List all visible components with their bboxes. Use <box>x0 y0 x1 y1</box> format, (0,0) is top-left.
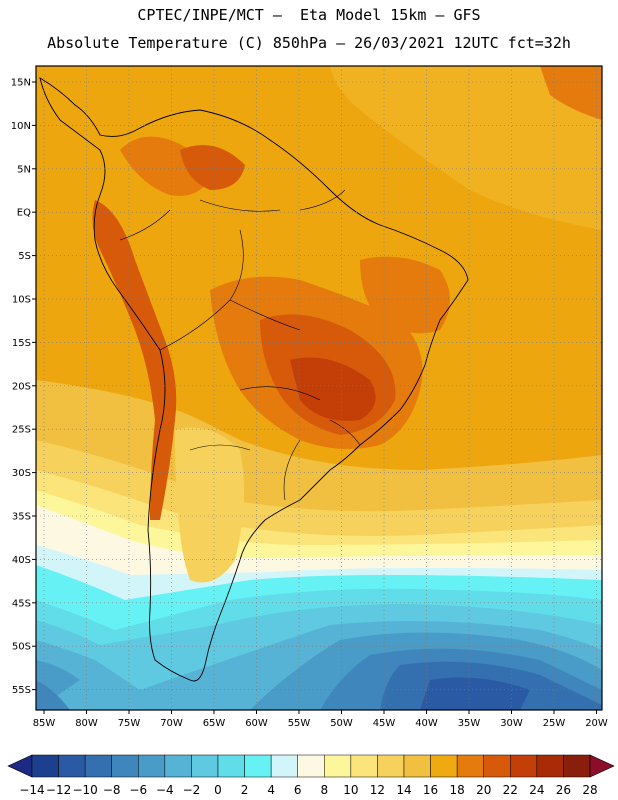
colorbar-bin <box>164 754 192 778</box>
colorbar-bin <box>536 754 564 778</box>
lon-label: 65W <box>203 718 226 729</box>
lon-label: 80W <box>75 718 98 729</box>
colorbar-label: −6 <box>129 783 147 797</box>
colorbar-label: −2 <box>183 783 201 797</box>
colorbar-bin <box>403 754 431 778</box>
lat-label: 10S <box>12 295 31 306</box>
lat-label: 40S <box>12 555 31 566</box>
colorbar-label: −10 <box>72 783 97 797</box>
colorbar-label: 6 <box>294 783 302 797</box>
colorbar-bin <box>510 754 538 778</box>
colorbar-label: 26 <box>556 783 571 797</box>
colorbar-label: 18 <box>450 783 465 797</box>
lon-label: 60W <box>245 718 268 729</box>
longitude-labels: 85W 80W 75W 70W 65W 60W 55W 50W 45W 40W 35W 30W 25W 2… <box>33 710 608 729</box>
colorbar-label: −4 <box>156 783 174 797</box>
lat-label: 30S <box>12 468 31 479</box>
lon-label: 85W <box>33 718 56 729</box>
colorbar-label: 28 <box>582 783 597 797</box>
lon-label: 75W <box>118 718 141 729</box>
lat-label: 15S <box>12 338 31 349</box>
colorbar-bin <box>297 754 325 778</box>
colorbar-bin <box>31 754 59 778</box>
map-title-line1: CPTEC/INPE/MCT – Eta Model 15km – GFS <box>137 6 481 24</box>
colorbar-bin <box>58 754 86 778</box>
lon-label: 30W <box>500 718 523 729</box>
colorbar-label: 16 <box>423 783 438 797</box>
lon-label: 45W <box>373 718 396 729</box>
lon-label: 35W <box>458 718 481 729</box>
colorbar-bin <box>456 754 484 778</box>
colorbar-label: −12 <box>46 783 71 797</box>
lat-label: EQ <box>17 208 31 219</box>
colorbar-bin <box>270 754 298 778</box>
coastline <box>39 77 469 682</box>
map-title-line2: Absolute Temperature (C) 850hPa – 26/03/… <box>47 34 571 52</box>
latitude-labels: 15N 10N 5N EQ 5S 10S 15S 20S 25S 30S 35S 40S 45S 50S 5… <box>11 78 36 696</box>
colorbar-label: 4 <box>267 783 275 797</box>
colorbar-label: 0 <box>214 783 222 797</box>
colorbar-bin <box>430 754 458 778</box>
colorbar-label: 14 <box>396 783 411 797</box>
colorbar-label: 8 <box>320 783 328 797</box>
colorbar-bin <box>377 754 405 778</box>
temperature-field <box>36 66 602 710</box>
colorbar-label: 12 <box>370 783 385 797</box>
colorbar-bin <box>111 754 139 778</box>
lat-label: 55S <box>12 685 31 696</box>
lat-label: 10N <box>11 121 31 132</box>
colorbar-under-arrow <box>7 754 33 778</box>
colorbar-label: 10 <box>343 783 358 797</box>
colorbar-label: −14 <box>19 783 44 797</box>
colorbar-bin <box>483 754 511 778</box>
colorbar-label: 2 <box>241 783 249 797</box>
lat-label: 35S <box>12 512 31 523</box>
colorbar-bin <box>350 754 378 778</box>
colorbar-label: 24 <box>529 783 544 797</box>
lat-label: 25S <box>12 425 31 436</box>
colorbar-bin <box>244 754 272 778</box>
colorbar-bin <box>138 754 166 778</box>
colorbar-bin <box>563 754 591 778</box>
lon-label: 40W <box>415 718 438 729</box>
lat-label: 15N <box>11 78 31 89</box>
colorbar-label: 22 <box>503 783 518 797</box>
lon-label: 25W <box>543 718 566 729</box>
map-frame <box>35 65 603 711</box>
colorbar-over-arrow <box>589 754 615 778</box>
colorbar-bin <box>324 754 352 778</box>
graticule <box>36 66 602 710</box>
colorbar-label: −8 <box>103 783 121 797</box>
colorbar-bin <box>84 754 112 778</box>
lon-label: 55W <box>288 718 311 729</box>
lat-label: 45S <box>12 598 31 609</box>
lon-label: 50W <box>330 718 353 729</box>
lat-label: 5S <box>18 251 31 262</box>
colorbar: −14 −12 −10 −8 −6 −4 −2 0 2 4 6 8 10 12 14 16 18 20 22 24 26… <box>7 754 615 797</box>
lat-label: 50S <box>12 642 31 653</box>
lat-label: 20S <box>12 381 31 392</box>
lon-label: 70W <box>160 718 183 729</box>
colorbar-bin <box>217 754 245 778</box>
lat-label: 5N <box>17 164 31 175</box>
lon-label: 20W <box>585 718 608 729</box>
colorbar-label: 20 <box>476 783 491 797</box>
colorbar-bin <box>191 754 219 778</box>
country-borders <box>119 189 361 501</box>
